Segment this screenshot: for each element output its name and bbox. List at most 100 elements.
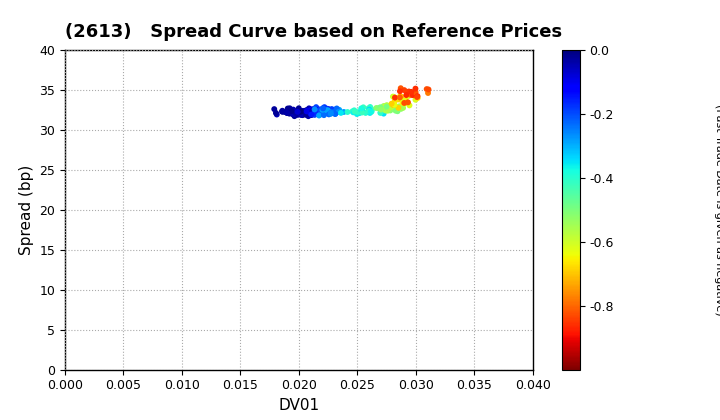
Point [324, 109, 336, 116]
Point [309, 110, 320, 116]
Point [348, 107, 360, 114]
Point [400, 97, 411, 103]
Point [282, 106, 294, 113]
Point [381, 102, 392, 109]
Point [325, 110, 337, 116]
Point [405, 92, 417, 98]
Point [310, 107, 321, 113]
Point [402, 99, 414, 106]
Point [287, 110, 298, 116]
Point [392, 105, 404, 111]
Point [311, 109, 323, 116]
Point [288, 111, 300, 118]
Point [388, 94, 400, 100]
Point [395, 85, 407, 92]
Point [277, 108, 289, 115]
Point [400, 99, 411, 106]
Point [323, 106, 335, 113]
Point [387, 93, 399, 100]
Point [351, 110, 363, 117]
Point [342, 109, 354, 116]
Point [399, 97, 410, 104]
Point [365, 105, 377, 112]
Point [292, 108, 303, 115]
Point [323, 111, 335, 118]
Point [382, 106, 394, 113]
Point [410, 89, 421, 96]
Point [305, 110, 316, 117]
Point [398, 100, 410, 106]
Point [393, 103, 405, 110]
Point [311, 110, 323, 116]
Point [287, 106, 299, 113]
Point [294, 109, 305, 116]
Point [412, 93, 423, 100]
Point [315, 111, 326, 118]
Point [312, 108, 323, 114]
Point [400, 92, 412, 98]
Point [320, 107, 331, 113]
Point [326, 106, 338, 113]
Point [356, 108, 368, 114]
Point [364, 104, 376, 110]
Point [410, 97, 421, 103]
Point [326, 108, 338, 114]
Point [291, 109, 302, 116]
Point [318, 112, 330, 118]
Point [317, 107, 328, 113]
Point [323, 107, 334, 113]
Point [397, 97, 409, 104]
Point [282, 110, 293, 116]
Point [309, 112, 320, 118]
Point [365, 108, 377, 115]
Point [304, 107, 315, 114]
Point [371, 105, 382, 111]
Point [282, 105, 294, 112]
Point [402, 92, 414, 99]
Point [295, 108, 307, 115]
Point [306, 107, 318, 114]
Point [328, 109, 340, 116]
Point [422, 89, 433, 96]
Point [284, 108, 295, 115]
Point [379, 103, 390, 110]
Point [389, 103, 400, 110]
Point [392, 108, 403, 115]
Point [317, 105, 328, 112]
Point [397, 105, 409, 111]
Point [322, 105, 333, 112]
Point [364, 106, 376, 113]
Point [313, 108, 325, 115]
Point [295, 108, 307, 115]
Point [297, 108, 309, 114]
Point [338, 109, 350, 116]
Point [329, 110, 341, 116]
Point [309, 106, 320, 113]
Point [375, 109, 387, 116]
Point [289, 110, 301, 116]
Point [346, 108, 358, 115]
Point [390, 94, 401, 101]
Point [373, 105, 384, 111]
Point [364, 110, 376, 116]
Point [309, 105, 320, 112]
Point [287, 111, 299, 118]
Point [356, 105, 367, 112]
Y-axis label: Spread (bp): Spread (bp) [19, 165, 34, 255]
Point [386, 104, 397, 110]
Point [412, 94, 423, 101]
Point [279, 109, 291, 116]
Point [327, 110, 338, 116]
Point [390, 95, 401, 102]
Point [301, 107, 312, 113]
Point [312, 111, 324, 118]
Point [305, 110, 316, 116]
Point [313, 112, 325, 119]
Point [405, 89, 417, 95]
Point [375, 106, 387, 113]
Point [282, 110, 293, 116]
Y-axis label: Time in years between 5/2/2025 and Trade Date
(Past Trade Date is given as negat: Time in years between 5/2/2025 and Trade… [714, 75, 720, 345]
Point [329, 106, 341, 113]
Point [319, 104, 330, 110]
Point [378, 110, 390, 117]
